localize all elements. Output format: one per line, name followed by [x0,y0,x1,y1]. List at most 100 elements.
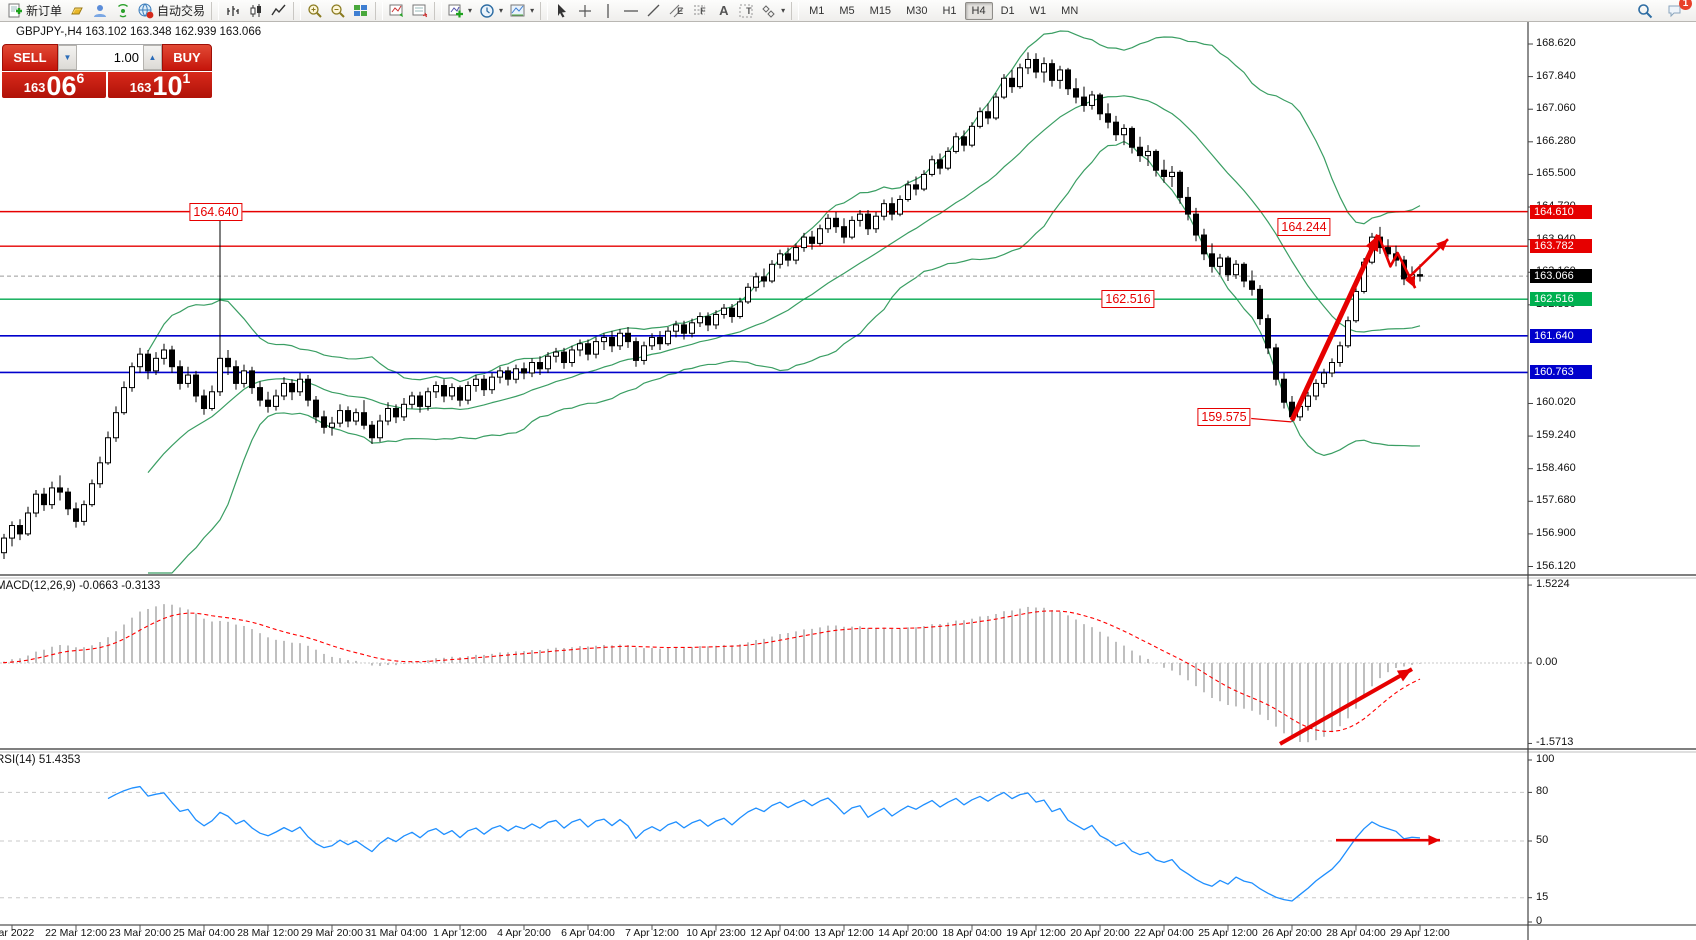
toolbar-separator [540,1,549,20]
price-annotation-box[interactable]: 164.244 [1277,217,1331,236]
ingot-icon [69,3,85,19]
timeframe-mn[interactable]: MN [1061,4,1079,17]
time-label: 22 Mar 12:00 [45,927,107,939]
time-label: 14 Apr 20:00 [878,927,938,939]
crosshair-button[interactable] [574,1,596,21]
hline-button[interactable] [620,1,642,21]
price-badge: 162.516 [1530,292,1592,307]
cursor-button[interactable] [551,1,573,21]
toolbar: 新订单 自动交易 ▾ ▾ ▾ E F A T ▾ M1 M5 M15 M30 H1 H4 D1 W1 MN 1 [0,0,1696,22]
price-annotation-box[interactable]: 164.640 [189,202,243,221]
trendline-icon [646,3,662,19]
chat-button[interactable]: 1 [1664,0,1692,21]
main-pane [0,30,1528,574]
hline-icon [623,3,639,19]
zoom-out-button[interactable] [327,1,349,21]
community-icon[interactable] [89,1,111,21]
auto-trading-button[interactable]: 自动交易 [135,1,208,21]
label-button[interactable]: T [735,1,757,21]
macd-axis-label: 1.5224 [1536,578,1570,591]
time-label: 28 Apr 04:00 [1326,927,1386,939]
period-button[interactable]: ▾ [476,1,506,21]
icon-glyph: E [677,5,684,16]
time-label: 25 Apr 12:00 [1198,927,1258,939]
line-chart-button[interactable] [268,1,290,21]
ind1-icon [389,3,405,19]
shapes-icon [761,3,777,19]
toolbar-separator [293,1,302,20]
fibonacci-button[interactable]: F [689,1,711,21]
template-button[interactable]: ▾ [507,1,537,21]
volume-down-button[interactable]: ▼ [58,45,77,70]
buy-price-display[interactable]: 163 10 1 [108,70,212,100]
text-button[interactable]: A [712,1,734,21]
price-tick-label: 165.500 [1536,167,1576,180]
time-label: 7 Apr 12:00 [625,927,679,939]
rsi-axis-label: 100 [1536,753,1555,765]
signal-icon [115,3,131,19]
timeframe-m5[interactable]: M5 [839,4,855,17]
price-annotation-box[interactable]: 159.575 [1197,407,1251,426]
shapes-button[interactable]: ▾ [758,1,788,21]
price-annotation-box[interactable]: 162.516 [1101,290,1155,309]
timeframe-w1[interactable]: W1 [1029,4,1047,17]
textT-icon: T [738,3,754,19]
docplus-icon [7,3,23,19]
ind2-icon [412,3,428,19]
rsi-pane [0,785,1528,902]
macd-pane [0,604,1528,743]
time-label: 29 Apr 12:00 [1390,927,1450,939]
timeframe-m30[interactable]: M30 [906,4,928,17]
toolbar-separator [375,1,384,20]
volume-spinner: ▼ ▲ [58,44,162,71]
timeframe-m15[interactable]: M15 [869,4,892,17]
tile-windows-button[interactable] [350,1,372,21]
timeframe-m1[interactable]: M1 [809,4,825,17]
new-order-button[interactable]: 新订单 [4,1,65,21]
timeframe-d1[interactable]: D1 [1000,4,1015,17]
macd-label: MACD(12,26,9) -0.0663 -0.3133 [0,580,161,592]
candle-chart-button[interactable] [245,1,267,21]
dropdown-caret-icon: ▾ [499,6,504,15]
indicator-window-button[interactable] [386,1,408,21]
volume-up-button[interactable]: ▲ [143,45,162,70]
time-label: 10 Apr 23:00 [686,927,746,939]
objects-window-button[interactable] [409,1,431,21]
price-tick-label: 156.900 [1536,526,1576,539]
candles-icon [248,3,264,19]
toolbar-separator [434,1,443,20]
toolbar-right-group: 1 [1634,0,1692,21]
search-button[interactable] [1634,1,1656,21]
price-tick-label: 167.840 [1536,69,1576,82]
linechart-icon [271,3,287,19]
sell-button[interactable]: SELL [2,44,58,71]
signals-icon[interactable] [112,1,134,21]
zoomin-icon [307,3,323,19]
sell-price-display[interactable]: 163 06 6 [2,70,106,100]
time-label: 6 Apr 04:00 [561,927,615,939]
zoom-in-button[interactable] [304,1,326,21]
timeframe-h1[interactable]: H1 [942,4,957,17]
time-label: 25 Mar 04:00 [173,927,235,939]
volume-input[interactable] [77,45,143,70]
clock-icon [479,3,495,19]
new-chart-button[interactable]: ▾ [445,1,475,21]
vline-button[interactable] [597,1,619,21]
rsi-axis-label: 15 [1536,890,1549,903]
price-tick-label: 168.620 [1536,37,1576,49]
ingot-icon[interactable] [66,1,88,21]
time-label: 1 Apr 12:00 [433,927,487,939]
timeframe-h4[interactable]: H4 [964,1,993,20]
toolbar-separator [791,1,800,20]
trendline-button[interactable] [643,1,665,21]
channel-button[interactable]: E [666,1,688,21]
buy-button[interactable]: BUY [162,44,212,71]
crosshair-icon [577,3,593,19]
fibo-icon: F [692,3,708,19]
bar-chart-button[interactable] [222,1,244,21]
time-label: 23 Mar 20:00 [109,927,171,939]
time-label: 18 Apr 04:00 [942,927,1002,939]
icon-glyph: F [700,5,706,16]
tiles-icon [353,3,369,19]
